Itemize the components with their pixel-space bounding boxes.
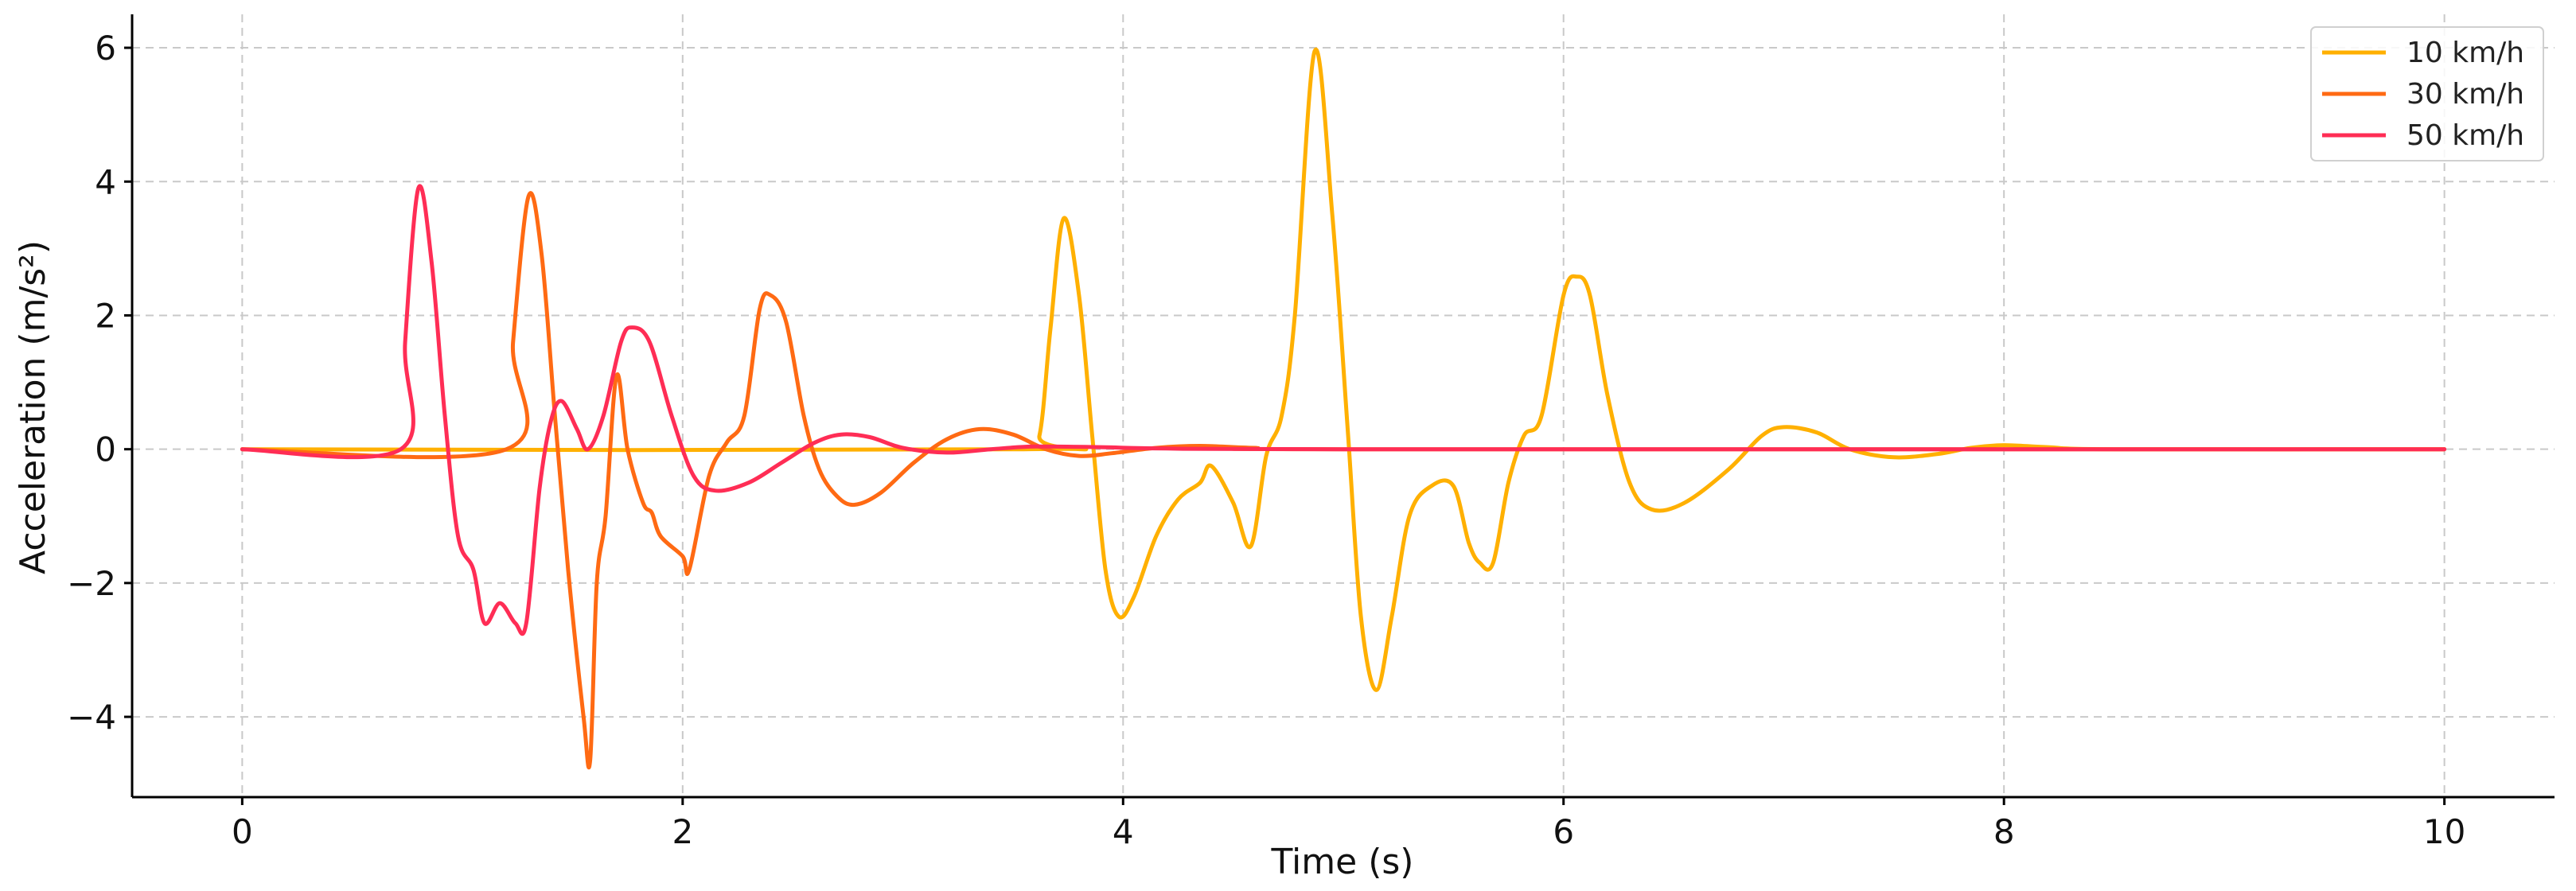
series-line-10-km-h: [240, 47, 2447, 692]
x-axis-title: Time (s): [1271, 842, 1414, 882]
y-tick-label-5: 6: [95, 29, 116, 68]
grid-lines: [132, 14, 2555, 797]
y-axis-title: Acceleration (m/s²): [13, 240, 53, 574]
series-lines: [240, 47, 2447, 769]
y-tick-label-1: −2: [67, 564, 116, 603]
y-tick-label-3: 2: [95, 296, 116, 335]
legend-label-10-km-h: 10 km/h: [2406, 37, 2524, 69]
y-tick-label-0: −4: [67, 698, 116, 737]
series-line-30-km-h: [240, 191, 2447, 769]
legend-box: [2310, 26, 2544, 161]
legend-label-30-km-h: 30 km/h: [2406, 78, 2524, 111]
y-tick-label-4: 4: [95, 162, 116, 201]
x-tick-label-4: 8: [1993, 812, 2015, 851]
x-tick-label-3: 6: [1553, 812, 1574, 851]
axis-ticks: 0 2 4 6 8 10 −4 −2 0 2 4 6: [67, 29, 2465, 851]
legend-label-50-km-h: 50 km/h: [2406, 119, 2524, 152]
legend: 10 km/h 30 km/h 50 km/h: [2310, 26, 2544, 161]
x-tick-label-1: 2: [672, 812, 693, 851]
x-tick-label-0: 0: [232, 812, 253, 851]
x-tick-label-5: 10: [2423, 812, 2465, 851]
axes: [131, 14, 2555, 799]
series-line-50-km-h: [240, 184, 2447, 636]
x-tick-label-2: 4: [1113, 812, 1134, 851]
y-tick-label-2: 0: [95, 430, 116, 469]
